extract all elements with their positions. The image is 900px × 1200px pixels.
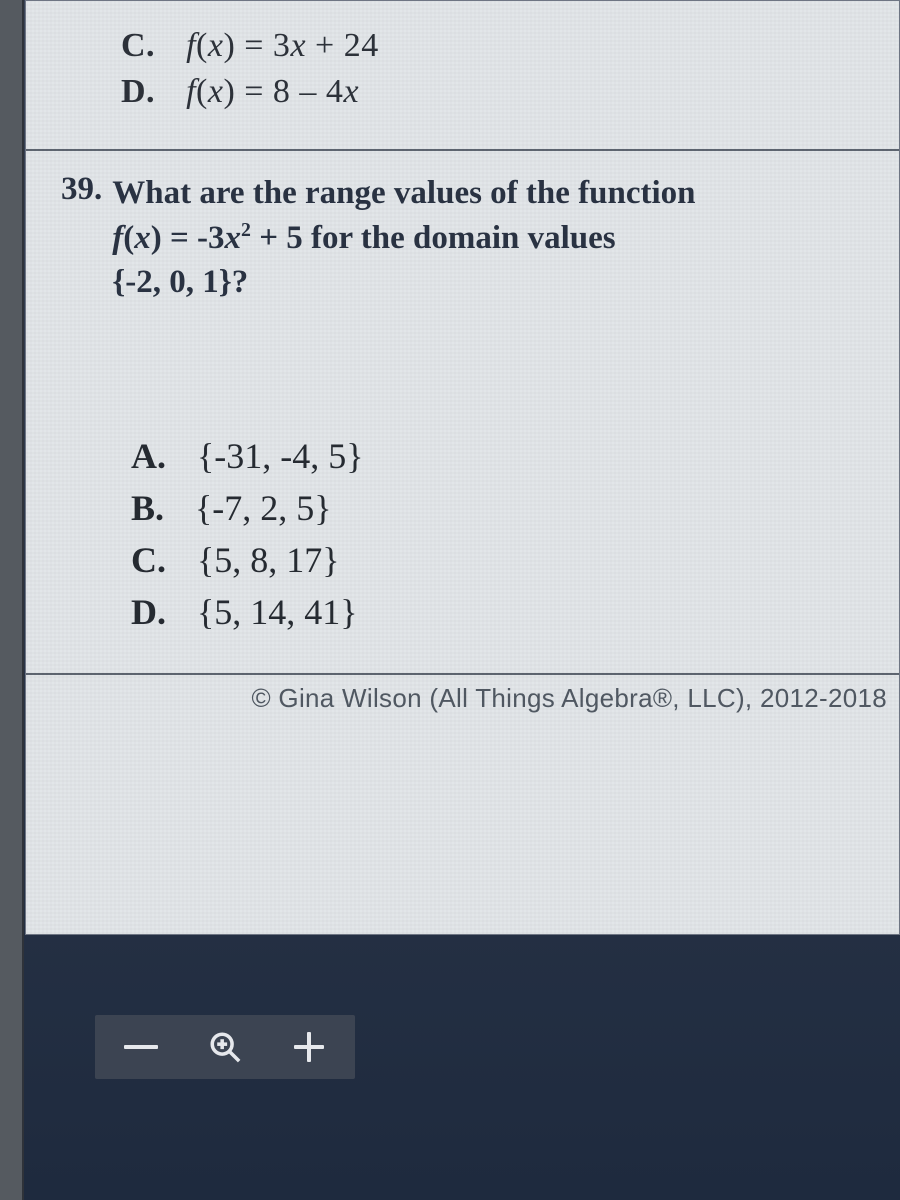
answer-d-letter: D. bbox=[131, 592, 166, 632]
screen: C. f(x) = 3x + 24 D. f(x) = 8 – 4x 39. W… bbox=[0, 0, 900, 1200]
minus-icon bbox=[124, 1045, 158, 1049]
plus-icon bbox=[294, 1032, 324, 1062]
answer-a-text: {-31, -4, 5} bbox=[197, 436, 364, 476]
question-line3: {-2, 0, 1}? bbox=[112, 264, 248, 300]
add-button[interactable] bbox=[291, 1029, 327, 1065]
question-prompt: 39. What are the range values of the fun… bbox=[61, 171, 859, 305]
zoom-out-button[interactable] bbox=[123, 1029, 159, 1065]
option-d: D. f(x) = 8 – 4x bbox=[121, 73, 839, 111]
question-number: 39. bbox=[61, 171, 102, 208]
answer-b-text: {-7, 2, 5} bbox=[195, 488, 332, 528]
option-c-expr: f(x) = 3x + 24 bbox=[186, 27, 379, 64]
answer-a[interactable]: A. {-31, -4, 5} bbox=[131, 435, 859, 477]
option-c-letter: C. bbox=[121, 27, 155, 64]
answer-a-letter: A. bbox=[131, 436, 166, 476]
answer-c-text: {5, 8, 17} bbox=[197, 540, 340, 580]
copyright-text: © Gina Wilson (All Things Algebra®, LLC)… bbox=[26, 675, 899, 714]
monitor-bezel bbox=[0, 0, 24, 1200]
option-c: C. f(x) = 3x + 24 bbox=[121, 27, 839, 65]
option-d-expr: f(x) = 8 – 4x bbox=[186, 73, 359, 110]
previous-question-options: C. f(x) = 3x + 24 D. f(x) = 8 – 4x bbox=[26, 1, 899, 151]
answer-choices: A. {-31, -4, 5} B. {-7, 2, 5} C. {5, 8, … bbox=[61, 435, 859, 633]
question-fx: f(x) = -3x2 + 5 for the domain values bbox=[112, 220, 615, 256]
zoom-button[interactable] bbox=[207, 1029, 243, 1065]
answer-b[interactable]: B. {-7, 2, 5} bbox=[131, 487, 859, 529]
viewer-toolbar bbox=[95, 1015, 355, 1079]
worksheet-page: C. f(x) = 3x + 24 D. f(x) = 8 – 4x 39. W… bbox=[25, 0, 900, 935]
question-39-cell: 39. What are the range values of the fun… bbox=[26, 151, 899, 675]
option-d-letter: D. bbox=[121, 73, 155, 110]
question-line1: What are the range values of the functio… bbox=[112, 175, 695, 211]
answer-b-letter: B. bbox=[131, 488, 164, 528]
answer-d-text: {5, 14, 41} bbox=[197, 592, 358, 632]
question-text: What are the range values of the functio… bbox=[112, 171, 859, 305]
answer-c-letter: C. bbox=[131, 540, 166, 580]
answer-d[interactable]: D. {5, 14, 41} bbox=[131, 591, 859, 633]
magnifier-icon bbox=[208, 1030, 242, 1064]
answer-c[interactable]: C. {5, 8, 17} bbox=[131, 539, 859, 581]
